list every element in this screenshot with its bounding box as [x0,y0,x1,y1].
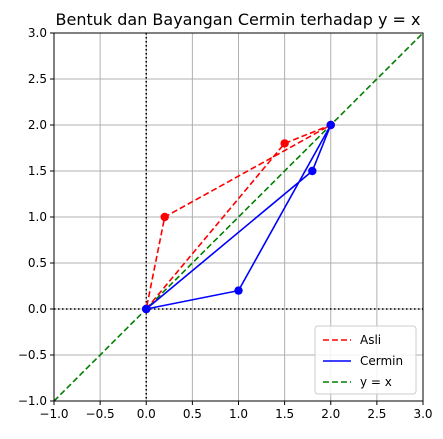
x-tick-label: 2.0 [321,407,340,421]
series-point-asli [160,212,169,222]
y-tick-label: 0.5 [28,256,47,270]
series-point-cermin [326,120,335,130]
legend: Asli Cermin y = x [314,325,417,395]
y-tick-label: 2.0 [28,118,47,132]
legend-box [314,325,417,395]
x-tick-label: 0.5 [183,407,202,421]
axis-ticks: −1.0 −0.5 0.0 0.5 1.0 1.5 2.0 2.5 3.0 −1.0 −0.5 0.0… [18,26,433,421]
series-point-cermin [234,286,243,295]
legend-label: Asli [360,333,381,347]
x-tick-label: −0.5 [86,407,115,421]
x-tick-label: −1.0 [39,407,68,421]
series-point-cermin [308,166,317,176]
x-tick-label: 2.5 [367,407,386,421]
y-tick-label: 2.5 [28,72,47,86]
y-tick-label: −1.0 [18,394,47,408]
y-tick-label: 0.0 [28,302,47,316]
x-tick-label: 0.0 [137,407,156,421]
legend-label: Cermin [360,354,403,368]
series-layer [53,32,424,402]
x-tick-label: 3.0 [413,407,432,421]
reference-lines [54,33,423,401]
y-tick-label: −0.5 [18,348,47,362]
x-tick-label: 1.5 [275,407,294,421]
x-tick-label: 1.0 [229,407,248,421]
chart-title: Bentuk dan Bayangan Cermin terhadap y = … [56,10,421,29]
series-line-y-x [53,32,424,402]
series-point-asli [280,139,289,148]
y-tick-label: 1.5 [28,164,47,178]
y-tick-label: 1.0 [28,210,47,224]
legend-label: y = x [360,375,392,389]
series-point-cermin [142,304,151,314]
y-tick-label: 3.0 [28,26,47,40]
